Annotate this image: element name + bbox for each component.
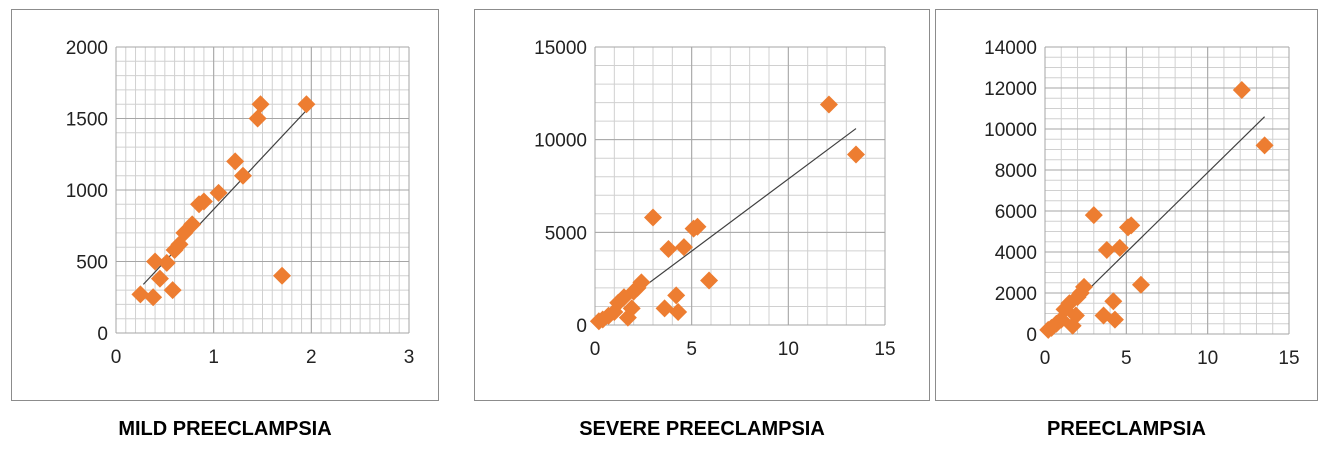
data-point [183, 215, 202, 234]
data-point [659, 240, 678, 259]
data-point [1066, 306, 1085, 325]
data-point [618, 308, 637, 327]
scatter-chart-mild: 0 500 1000 1500 2000 0 1 2 3 [66, 38, 415, 368]
data-point [700, 271, 719, 290]
y-tick-label: 1000 [66, 181, 108, 202]
y-tick-label: 12000 [984, 79, 1037, 100]
chart-panel-severe: 0 5000 10000 15000 0 5 10 15 [474, 9, 930, 401]
data-point [622, 299, 641, 318]
scatter-chart-severe: 0 5000 10000 15000 0 5 10 15 [534, 38, 895, 360]
y-tick-label: 0 [576, 316, 587, 337]
x-tick-label: 5 [686, 339, 697, 360]
data-point [273, 266, 292, 285]
data-point [644, 208, 662, 227]
scatter-chart-preeclampsia: 0 2000 4000 6000 8000 10000 12000 14000 0 5 10 15 [984, 38, 1299, 369]
data-point [226, 152, 245, 171]
x-tick-label: 15 [1278, 348, 1299, 369]
data-point [144, 288, 163, 307]
y-tick-label: 10000 [534, 131, 587, 152]
data-point [1055, 300, 1074, 319]
caption-preeclampsia: PREECLAMPSIA [1047, 418, 1206, 440]
data-point [157, 253, 176, 272]
x-tick-label: 15 [874, 339, 895, 360]
x-tick-label: 5 [1121, 348, 1132, 369]
y-tick-label: 1500 [66, 110, 108, 131]
data-point [1105, 310, 1124, 329]
data-point [819, 95, 838, 114]
data-point [609, 293, 628, 312]
x-tick-label: 10 [778, 339, 799, 360]
y-tick-label: 500 [76, 253, 108, 274]
y-tick-label: 0 [1026, 325, 1037, 346]
chart-panel-preeclampsia: 0 2000 4000 6000 8000 10000 12000 14000 0 5 10 15 [935, 9, 1318, 401]
caption-severe: SEVERE PREECLAMPSIA [579, 418, 825, 440]
data-point [1084, 206, 1103, 225]
data-point [194, 192, 213, 211]
x-tick-label: 1 [208, 347, 219, 368]
data-point [669, 303, 688, 322]
data-point [146, 252, 165, 271]
x-tick-label: 0 [1040, 348, 1051, 369]
data-point [1131, 275, 1150, 294]
x-tick-label: 2 [306, 347, 317, 368]
data-point [248, 109, 267, 128]
x-tick-label: 0 [590, 339, 601, 360]
data-point [1094, 306, 1113, 325]
data-point [1122, 216, 1141, 235]
data-point [593, 310, 612, 329]
data-point [847, 145, 865, 164]
y-tick-label: 8000 [995, 161, 1037, 182]
data-point [150, 269, 169, 288]
data-point [655, 299, 674, 318]
x-tick-label: 3 [404, 347, 415, 368]
data-point [688, 217, 707, 236]
y-tick-label: 4000 [995, 243, 1037, 264]
chart-panel-mild: 0 500 1000 1500 2000 0 1 2 3 [11, 9, 439, 401]
data-point [1060, 294, 1079, 313]
y-tick-label: 2000 [66, 38, 108, 59]
data-point [1075, 277, 1094, 296]
data-point [209, 183, 228, 202]
x-tick-label: 10 [1197, 348, 1218, 369]
data-point [131, 285, 150, 304]
data-point [1097, 240, 1116, 259]
data-point [1110, 238, 1129, 257]
data-point [1232, 81, 1251, 100]
data-point [233, 166, 252, 185]
y-tick-label: 6000 [995, 202, 1037, 223]
data-point [1255, 136, 1274, 155]
data-point [163, 281, 182, 300]
trendline [142, 110, 306, 285]
caption-mild: MILD PREECLAMPSIA [118, 418, 332, 440]
data-point [674, 238, 693, 257]
data-point [297, 95, 316, 114]
y-tick-label: 15000 [534, 38, 587, 59]
data-point [667, 286, 686, 305]
data-point [251, 95, 270, 114]
y-tick-label: 14000 [984, 38, 1037, 59]
y-tick-label: 0 [97, 324, 108, 345]
y-tick-label: 10000 [984, 120, 1037, 141]
y-tick-label: 5000 [545, 223, 587, 244]
x-tick-label: 0 [111, 347, 122, 368]
data-point [632, 273, 651, 292]
y-tick-label: 2000 [995, 284, 1037, 305]
data-point [1104, 292, 1123, 311]
